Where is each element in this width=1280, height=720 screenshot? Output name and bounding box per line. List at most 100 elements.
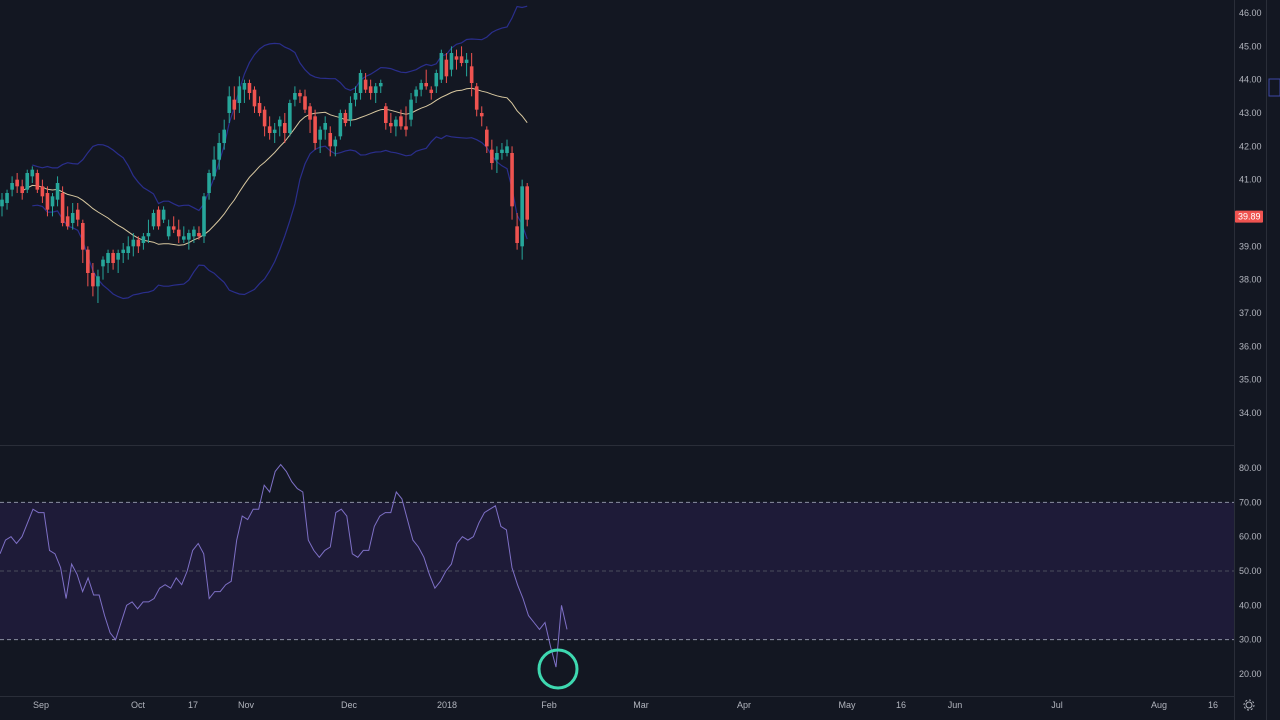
rsi-tick-label: 60.00	[1239, 532, 1262, 542]
candle	[192, 226, 196, 243]
price-axis[interactable]: 46.00 45.00 44.00 43.00 42.00 41.00 39.00 38.00…	[1239, 8, 1262, 418]
candle	[136, 236, 141, 253]
candle	[449, 46, 454, 77]
rsi-axis[interactable]: 80.00 70.00 60.00 50.00 40.00 30.00 20.00	[1239, 463, 1262, 679]
candle	[207, 169, 211, 200]
candle	[40, 179, 45, 203]
candle	[464, 52, 469, 77]
price-tick-label: 38.00	[1239, 275, 1262, 285]
time-tick-label: May	[838, 700, 856, 710]
candle	[156, 206, 161, 230]
candle	[81, 219, 85, 263]
candle	[10, 176, 14, 197]
candle	[212, 146, 216, 180]
candle	[363, 72, 368, 93]
candle	[338, 109, 343, 140]
candle	[444, 52, 449, 83]
candle	[222, 119, 226, 150]
candle	[333, 136, 338, 157]
time-tick-label: Nov	[238, 700, 255, 710]
candle	[500, 142, 504, 160]
time-axis[interactable]: Sep Oct 17 Nov Dec 2018 Feb Mar Apr May 16 Jun Jul Au…	[33, 700, 1218, 710]
time-tick-label: 16	[1208, 700, 1218, 710]
candle	[242, 79, 247, 103]
candle	[5, 189, 9, 210]
rsi-pane[interactable]	[0, 463, 1234, 690]
candle	[419, 79, 423, 97]
candle	[348, 96, 353, 127]
candle	[298, 89, 302, 103]
price-tick-label: 37.00	[1239, 308, 1262, 318]
candle	[60, 186, 65, 227]
candle	[202, 192, 206, 243]
candle	[176, 219, 181, 243]
candle	[384, 102, 388, 130]
candle	[510, 146, 514, 220]
candle	[166, 219, 171, 240]
candle	[106, 249, 110, 273]
candle	[399, 109, 403, 130]
candle	[0, 192, 4, 217]
candle	[378, 79, 383, 93]
right-toolbar[interactable]	[1267, 0, 1280, 720]
candle	[272, 122, 277, 143]
price-tick-label: 46.00	[1239, 8, 1262, 18]
candle	[515, 212, 519, 250]
candle	[439, 49, 444, 83]
candle	[373, 82, 378, 103]
rsi-tick-label: 50.00	[1239, 566, 1262, 576]
candle	[303, 89, 307, 113]
time-tick-label: Mar	[633, 700, 649, 710]
price-tick-label: 43.00	[1239, 108, 1262, 118]
rsi-tick-label: 40.00	[1239, 600, 1262, 610]
candle	[424, 69, 428, 90]
candle	[469, 52, 474, 97]
candle	[328, 126, 333, 157]
candle	[182, 226, 186, 243]
bollinger-lower-band	[32, 134, 528, 300]
candle	[161, 206, 166, 223]
candle	[262, 106, 267, 137]
candle	[293, 86, 297, 107]
candle	[414, 86, 418, 103]
candle	[353, 86, 358, 107]
price-tick-label: 39.00	[1239, 241, 1262, 251]
oversold-highlight-circle	[537, 648, 579, 690]
candle	[197, 226, 201, 240]
candle	[459, 46, 464, 67]
candle	[96, 269, 100, 303]
price-tick-label: 35.00	[1239, 375, 1262, 385]
time-tick-label: 2018	[437, 700, 457, 710]
time-tick-label: Apr	[737, 700, 751, 710]
settings-gear-icon[interactable]	[1243, 699, 1255, 711]
candle	[50, 192, 55, 217]
toolbar-selected-item[interactable]	[1268, 78, 1280, 97]
time-tick-label: Feb	[541, 700, 557, 710]
candle	[495, 146, 499, 173]
time-tick-label: Aug	[1151, 700, 1167, 710]
candle	[308, 102, 312, 133]
time-tick-label: Jul	[1051, 700, 1063, 710]
price-tick-label: 44.00	[1239, 75, 1262, 85]
candle	[15, 172, 19, 193]
candle	[389, 112, 393, 133]
candle	[479, 106, 484, 127]
candle	[434, 69, 439, 93]
candle	[116, 249, 120, 273]
candle	[368, 79, 373, 100]
candle	[121, 242, 125, 263]
candle	[490, 139, 494, 170]
time-tick-label: Dec	[341, 700, 358, 710]
candle	[404, 106, 408, 137]
candle	[283, 112, 287, 143]
candle	[146, 219, 151, 243]
last-price-value: 39.89	[1238, 212, 1261, 222]
price-pane[interactable]	[0, 5, 529, 303]
candle	[65, 206, 70, 230]
rsi-tick-label: 20.00	[1239, 669, 1262, 679]
candle	[505, 139, 509, 157]
candle	[227, 86, 232, 123]
candle	[91, 262, 95, 297]
candle	[70, 202, 75, 230]
